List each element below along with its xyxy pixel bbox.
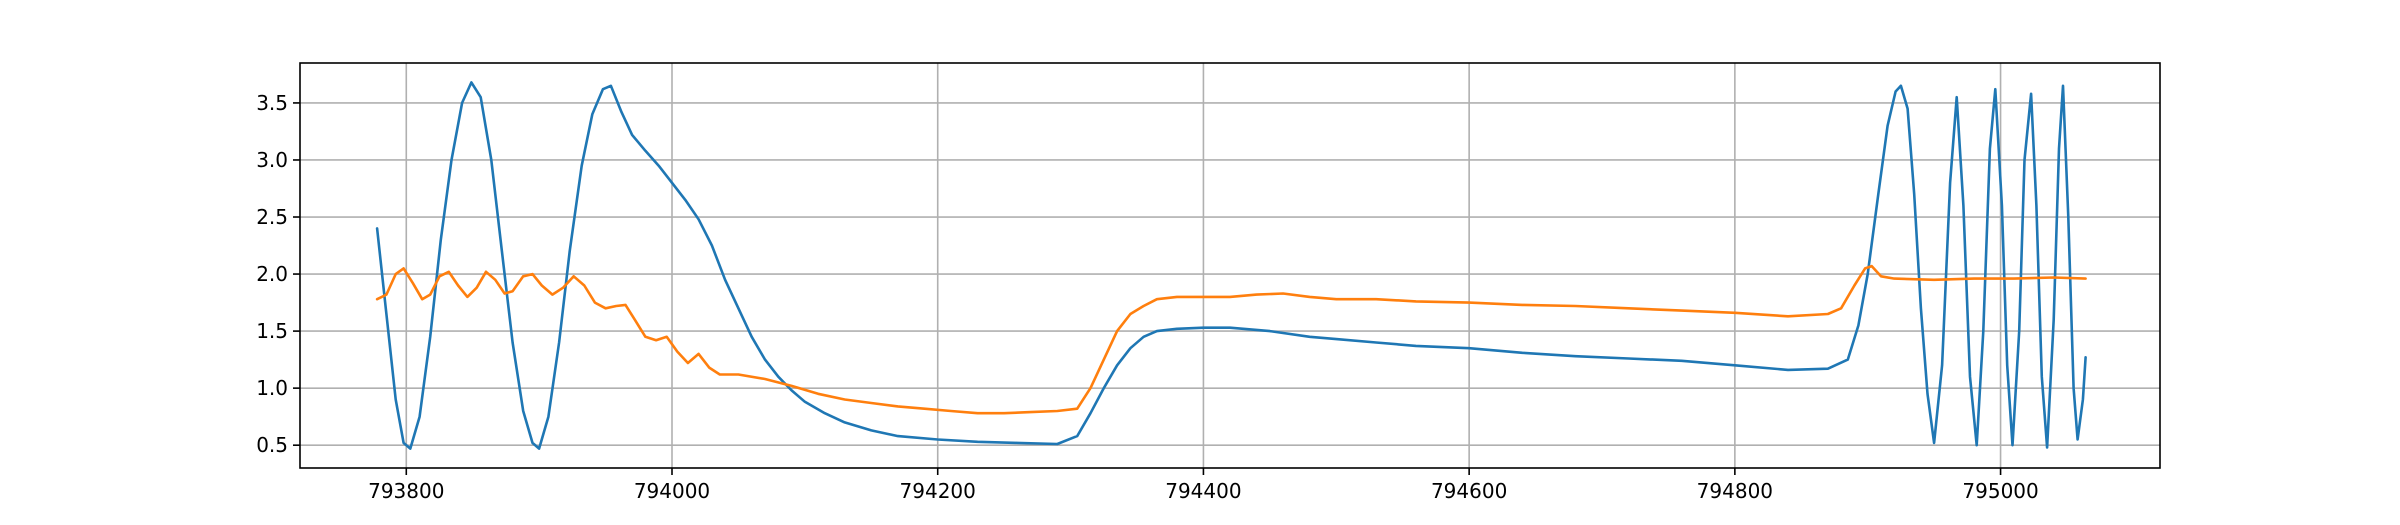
- x-tick-label: 794400: [1165, 479, 1241, 503]
- y-tick-label: 0.5: [256, 433, 288, 457]
- y-tick-label: 3.5: [256, 91, 288, 115]
- grid: [300, 63, 2160, 468]
- series-line-2: [375, 264, 2087, 415]
- series-line-1: [375, 81, 2087, 450]
- x-tick-label: 795000: [1962, 479, 2038, 503]
- y-tick-label: 1.5: [256, 319, 288, 343]
- y-tick-label: 2.5: [256, 205, 288, 229]
- x-tick-label: 793800: [368, 479, 444, 503]
- axis-ticks: 793800 794000 794200 794400 794600 794800 7950…: [256, 91, 2039, 503]
- y-tick-label: 1.0: [256, 376, 288, 400]
- x-tick-label: 794600: [1431, 479, 1507, 503]
- x-tick-label: 794800: [1697, 479, 1773, 503]
- y-tick-label: 2.0: [256, 262, 288, 286]
- y-tick-label: 3.0: [256, 148, 288, 172]
- x-tick-label: 794200: [900, 479, 976, 503]
- x-tick-label: 794000: [634, 479, 710, 503]
- series-lines: [375, 81, 2087, 450]
- plot-frame: [299, 62, 2161, 469]
